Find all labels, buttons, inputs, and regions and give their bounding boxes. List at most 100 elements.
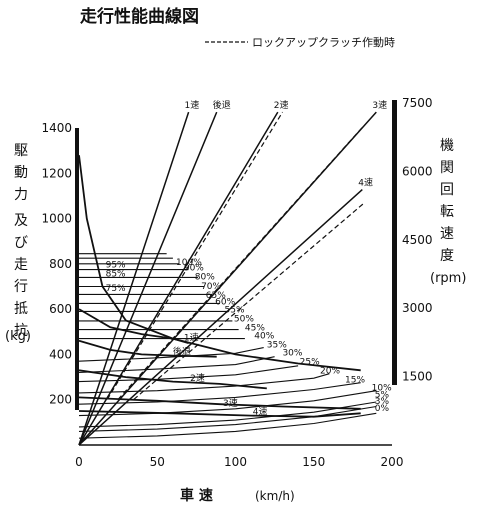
throttle-labels: 100% 95% 90% 85% 80% 75% 70%65%60%55%50%45%40%…: [106, 258, 393, 414]
legend-label: ロックアップクラッチ作動時: [252, 35, 395, 49]
y-left-tick-labels: 200 400 600 800 1000 1200 1400: [41, 121, 72, 407]
resistance-curve: [78, 356, 275, 374]
y-right-tick-label: 1500: [402, 370, 433, 384]
y-right-tick-labels: 1500 3000 4500 6000 7500: [402, 96, 433, 384]
throttle-label: 50%: [234, 315, 254, 325]
throttle-label: 5%: [375, 390, 390, 400]
throttle-label: 30%: [282, 349, 302, 359]
gear-drive-curve: [78, 308, 189, 344]
gear-region-label: 1速: [184, 332, 199, 343]
throttle-lines: [79, 253, 245, 340]
y-left-tick-label: 1200: [41, 166, 72, 180]
y-axis-label-left-char: 動: [14, 165, 28, 181]
y-right-tick-label: 3000: [402, 301, 433, 315]
x-tick-label: 0: [75, 455, 83, 469]
rpm-line-label: 2速: [274, 100, 289, 111]
y-axis-label-left-char: 抗: [14, 323, 28, 339]
resistance-curve: [78, 405, 377, 432]
rpm-line: [78, 111, 190, 446]
throttle-label: 25%: [300, 358, 320, 368]
y-axis-label-left-char: 力: [14, 187, 28, 203]
x-tick-label: 50: [150, 455, 165, 469]
rpm-line-label: 後退: [213, 99, 231, 111]
throttle-label: 3%: [375, 397, 390, 407]
throttle-label: 70%: [201, 282, 221, 292]
throttle-label: 80%: [195, 273, 215, 283]
throttle-label: 35%: [267, 341, 287, 351]
throttle-label: 90%: [184, 264, 204, 274]
gear-drive-curve: [78, 396, 361, 410]
throttle-label: 15%: [345, 376, 365, 386]
resistance-curve: [78, 390, 377, 417]
lockup-rpm-line: [133, 202, 365, 400]
rpm-line: [78, 189, 363, 446]
y-right-tick-label: 4500: [402, 233, 433, 247]
left-axis-bar: [75, 128, 79, 410]
rpm-line-label: 3速: [372, 100, 387, 111]
y-axis-label-right-char: 転: [440, 204, 454, 220]
lockup-rpm-line: [117, 125, 365, 400]
gear-drive-curve: [78, 369, 267, 390]
y-axis-label-left-char: 行: [14, 279, 28, 295]
throttle-label: 95%: [106, 260, 126, 270]
gear-region-label: 3速: [223, 398, 238, 409]
throttle-label: 60%: [215, 298, 235, 308]
resistance-curve: [78, 365, 299, 383]
throttle-label: 10%: [372, 384, 392, 394]
y-right-tick-label: 6000: [402, 164, 433, 178]
throttle-label: 20%: [320, 367, 340, 377]
throttle-label: 100%: [176, 258, 202, 268]
y-left-tick-label: 200: [49, 393, 72, 407]
y-axis-label-right-char: 度: [440, 248, 454, 264]
throttle-label: 0%: [375, 404, 390, 414]
y-axis-label-left-char: 駆: [14, 143, 28, 159]
y-axis-label-left-char: 及: [14, 213, 28, 229]
rpm-line-label: 4速: [358, 178, 373, 189]
y-left-tick-label: 600: [49, 302, 72, 316]
gear-region-label: 後退: [173, 345, 191, 357]
throttle-label: 55%: [225, 306, 245, 316]
y-axis-label-right-char: 機: [440, 138, 454, 154]
y-axis-label-left-char: び: [14, 235, 28, 251]
y-axis-label-right-char: 関: [440, 160, 454, 176]
y-axis-label-right-char: 回: [440, 182, 454, 198]
resistance-curve: [78, 382, 361, 405]
x-tick-label: 100: [224, 455, 247, 469]
y-left-tick-label: 1400: [41, 121, 72, 135]
legend: ロックアップクラッチ作動時: [205, 35, 395, 49]
gear-drive-curve: [78, 339, 217, 358]
gear-region-label: 2速: [190, 373, 205, 384]
y-axis-label-left-char: 走: [14, 257, 28, 273]
rpm-line: [78, 111, 218, 446]
throttle-label: 65%: [206, 291, 226, 301]
y-left-tick-label: 400: [49, 347, 72, 361]
rpm-line: [78, 111, 279, 446]
rpm-line: [78, 111, 377, 446]
gear-drive-curve: [78, 410, 361, 418]
throttle-label: 40%: [254, 332, 274, 342]
y-left-tick-label: 800: [49, 257, 72, 271]
y-unit-left: (kg): [5, 329, 31, 344]
x-axis-label: 車 速: [180, 487, 213, 504]
throttle-label: 75%: [106, 284, 126, 294]
x-tick-label: 150: [302, 455, 325, 469]
x-axis-unit: (km/h): [255, 489, 295, 503]
resistance-curve: [78, 412, 377, 439]
throttle-label: 85%: [106, 269, 126, 279]
right-axis-bar: [392, 100, 397, 385]
x-tick-labels: 0 50 100 150 200: [75, 455, 403, 469]
x-tick-label: 200: [381, 455, 404, 469]
gear-region-label: 4速: [253, 406, 268, 417]
chart-title: 走行性能曲線図: [80, 6, 199, 27]
y-left-tick-label: 1000: [41, 212, 72, 226]
rpm-line-label: 1速: [185, 100, 200, 111]
y-right-tick-label: 7500: [402, 96, 433, 110]
y-axis-label-left-char: 抵: [14, 301, 28, 317]
lockup-rpm-line: [106, 111, 284, 400]
y-unit-right: (rpm): [430, 271, 466, 286]
